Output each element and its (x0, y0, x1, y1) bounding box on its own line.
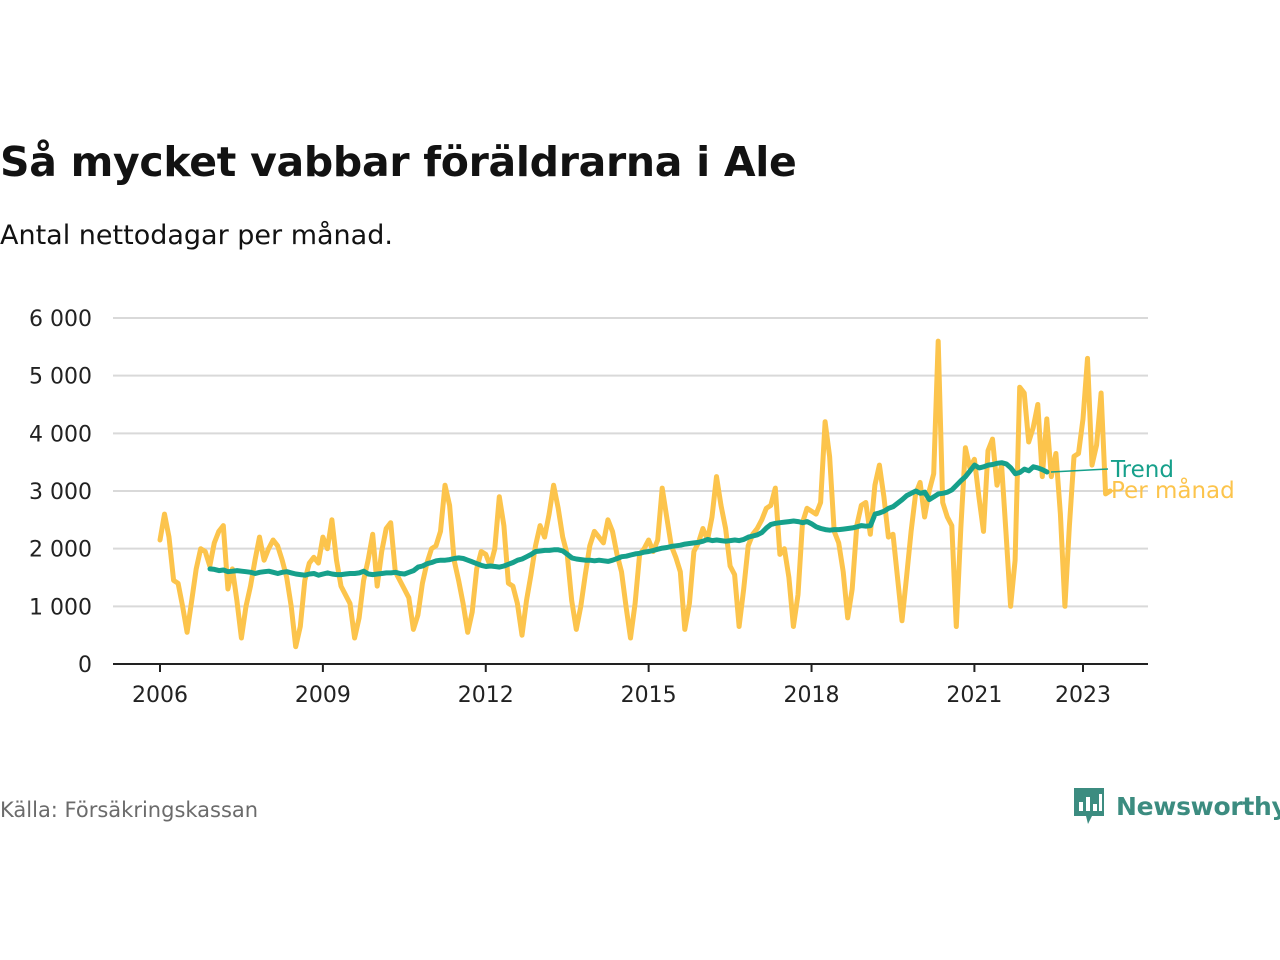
series-line-per-manad (157, 338, 1113, 650)
x-tick-label: 2012 (458, 683, 514, 708)
y-tick-label: 6 000 (29, 307, 92, 332)
y-tick-label: 5 000 (29, 365, 92, 390)
newsworthy-logo-icon (1074, 788, 1104, 824)
series-line-trend (207, 460, 1050, 578)
series-label: Per månad (1111, 476, 1235, 504)
x-tick-label: 2015 (621, 683, 677, 708)
series-lines (157, 338, 1113, 650)
chart-title: Så mycket vabbar föräldrarna i Ale (0, 138, 797, 186)
x-tick-label: 2021 (946, 683, 1002, 708)
y-tick-label: 0 (78, 653, 92, 678)
brand-name: Newsworthy (1116, 791, 1280, 821)
x-tick-label: 2023 (1055, 683, 1111, 708)
x-tick-label: 2006 (132, 683, 188, 708)
x-tick-label: 2009 (295, 683, 351, 708)
brand[interactable]: Newsworthy (1072, 786, 1280, 826)
x-tick-label: 2018 (784, 683, 840, 708)
series-label-connector (1050, 468, 1109, 473)
chart-subtitle: Antal nettodagar per månad. (0, 220, 393, 251)
y-tick-label: 4 000 (29, 422, 92, 447)
y-axis-ticks: 0 1 000 2 000 3 000 4 000 5 000 6 000 (29, 307, 92, 678)
source-note: Källa: Försäkringskassan (0, 798, 259, 822)
y-tick-label: 1 000 (29, 595, 92, 620)
series-label: Trend (1110, 457, 1174, 483)
series-label-connector (1107, 489, 1115, 492)
y-tick-label: 3 000 (29, 480, 92, 505)
y-tick-label: 2 000 (29, 538, 92, 563)
x-axis-ticks: 2006 2009 2012 2015 2018 2021 2023 (132, 664, 1111, 708)
grid-lines (113, 317, 1148, 608)
